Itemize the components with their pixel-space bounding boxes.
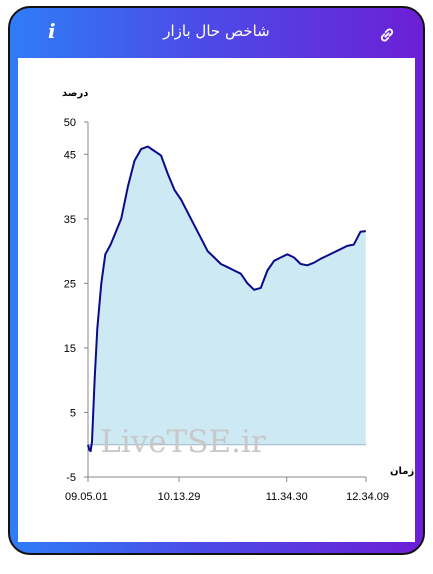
y-tick-label: 25: [64, 278, 76, 290]
card-title: شاخص حال بازار: [163, 22, 270, 40]
y-axis-label: درصد: [62, 88, 88, 99]
x-tick-label: 12.34.09: [346, 491, 389, 503]
x-axis-label: زمان: [390, 466, 414, 477]
market-index-card: i شاخص حال بازار 50 45 35 25 15 5 -5 09.05.01 10…: [8, 6, 425, 555]
chart-panel: 50 45 35 25 15 5 -5 09.05.01 10.13.29 11.34.30 12.…: [18, 58, 415, 542]
chart-watermark: LiveTSE.ir: [100, 424, 266, 460]
y-tick-label: 45: [64, 149, 76, 161]
y-tick-label: 35: [64, 214, 76, 226]
info-icon[interactable]: i: [48, 19, 56, 43]
card-header: i شاخص حال بازار: [10, 8, 423, 58]
y-tick-label: 15: [64, 343, 76, 355]
y-tick-label: -5: [66, 472, 76, 484]
y-tick-label: 5: [70, 407, 76, 419]
x-tick-label: 10.13.29: [158, 491, 201, 503]
index-line: [87, 145, 366, 453]
market-index-chart: 50 45 35 25 15 5 -5 09.05.01 10.13.29 11.34.30 12.…: [62, 88, 414, 503]
link-icon[interactable]: [377, 25, 397, 45]
x-tick-label: 11.34.30: [266, 491, 308, 503]
area-fill: [87, 146, 366, 452]
x-tick-label: 09.05.01: [65, 491, 108, 503]
y-tick-label: 50: [64, 117, 76, 129]
